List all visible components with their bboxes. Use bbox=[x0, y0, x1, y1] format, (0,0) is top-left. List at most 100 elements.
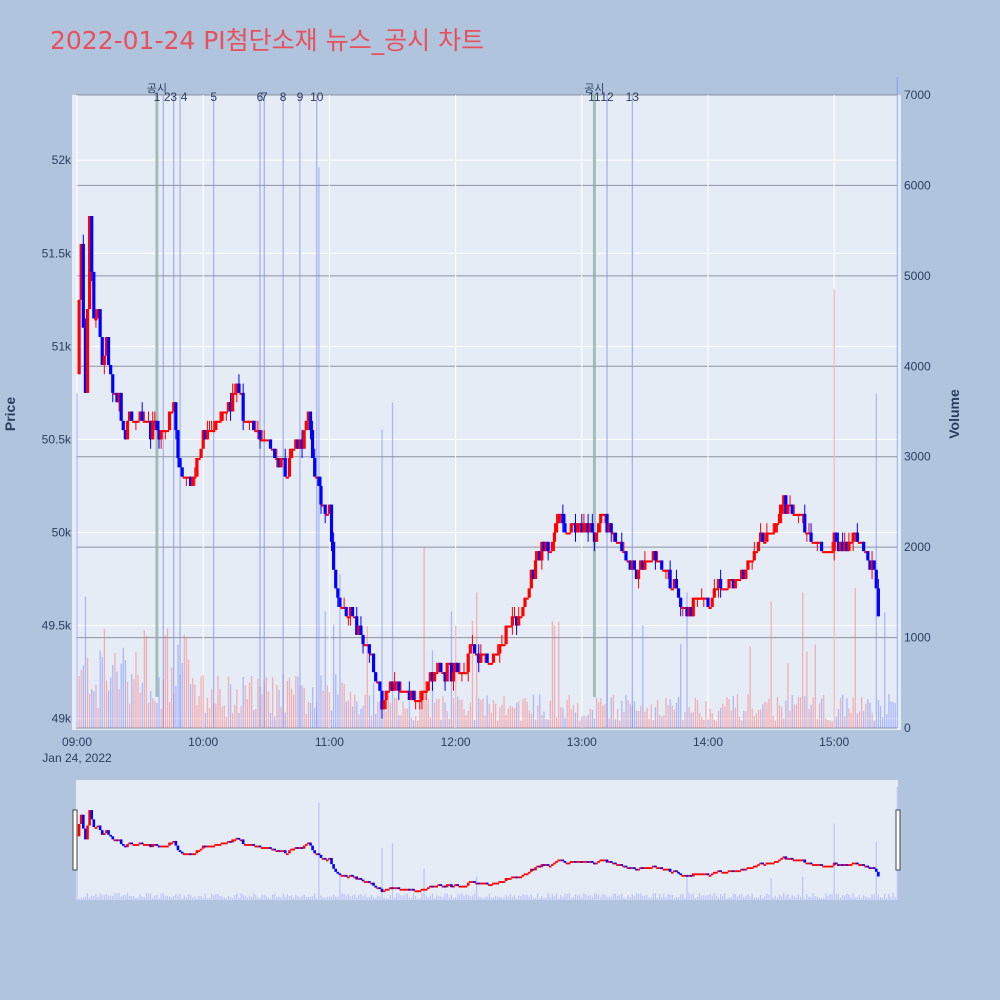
mini-volume-bar bbox=[654, 893, 657, 900]
mini-volume-bar bbox=[95, 893, 97, 900]
candle-body bbox=[174, 402, 178, 431]
mini-volume-bar bbox=[810, 896, 812, 900]
mini-volume-bar bbox=[183, 895, 185, 900]
volume-bar bbox=[720, 707, 722, 728]
volume-bar bbox=[528, 710, 530, 728]
mini-volume-bar bbox=[194, 896, 196, 900]
event-label: 7 bbox=[261, 90, 268, 104]
volume-bar bbox=[669, 699, 671, 728]
volume-bar bbox=[877, 700, 880, 728]
volume-bar bbox=[89, 693, 91, 728]
mini-volume-bar bbox=[238, 897, 240, 900]
mini-volume-bar bbox=[234, 895, 236, 900]
volume-bar bbox=[490, 712, 493, 728]
mini-candle bbox=[204, 845, 207, 848]
volume-bar bbox=[743, 710, 745, 728]
volume-bar bbox=[513, 708, 516, 728]
mini-candle bbox=[685, 874, 689, 877]
candle-body bbox=[512, 616, 517, 619]
mini-candle bbox=[307, 842, 310, 845]
volume-bar bbox=[429, 717, 432, 728]
candle-body bbox=[283, 458, 287, 477]
candle-body bbox=[767, 532, 771, 535]
mini-candle bbox=[140, 842, 144, 845]
candle-body bbox=[462, 672, 466, 675]
mini-candle bbox=[738, 870, 741, 873]
candle-body bbox=[273, 448, 277, 459]
volume-bar bbox=[810, 704, 812, 728]
mini-candle bbox=[485, 882, 489, 885]
mini-volume-bar bbox=[707, 895, 709, 900]
volume-bar bbox=[232, 713, 234, 728]
mini-candle bbox=[441, 885, 445, 888]
mini-candle bbox=[433, 885, 436, 888]
volume-bar bbox=[644, 711, 646, 728]
mini-candle bbox=[164, 845, 167, 848]
mini-volume-bar bbox=[488, 893, 490, 900]
mini-candle bbox=[734, 870, 737, 873]
candle-body bbox=[468, 644, 472, 654]
y-axis-title: Price bbox=[2, 397, 18, 431]
volume-bar bbox=[95, 684, 97, 728]
volume-bar bbox=[675, 702, 678, 728]
range-slider-right-handle[interactable] bbox=[895, 809, 901, 871]
volume-bar bbox=[465, 714, 467, 728]
mini-volume-bar bbox=[604, 894, 606, 900]
volume-bar bbox=[863, 710, 865, 728]
mini-candle bbox=[601, 859, 605, 862]
volume-bar bbox=[177, 644, 179, 728]
candle-body bbox=[241, 392, 245, 421]
candle-body bbox=[287, 458, 292, 477]
mini-candle bbox=[365, 881, 369, 883]
candle-body bbox=[578, 523, 582, 526]
volume-bar bbox=[303, 687, 305, 728]
candle-body bbox=[304, 420, 308, 431]
candle-body bbox=[506, 625, 510, 628]
candle-body bbox=[725, 588, 729, 591]
volume-bar bbox=[225, 716, 228, 728]
candle-body bbox=[306, 411, 310, 421]
mini-volume-bar bbox=[709, 893, 711, 900]
mini-candle bbox=[130, 842, 133, 845]
mini-candle bbox=[395, 887, 399, 890]
y2-tick-label: 0 bbox=[904, 721, 911, 735]
candle-body bbox=[830, 551, 834, 554]
volume-bar bbox=[198, 696, 200, 728]
candle-body bbox=[504, 625, 508, 645]
volume-bar bbox=[886, 714, 888, 728]
mini-candle bbox=[677, 871, 680, 874]
candle-body bbox=[519, 616, 523, 619]
volume-bar bbox=[764, 701, 766, 728]
event-label: 6 bbox=[257, 90, 264, 104]
mini-volume-bar bbox=[318, 802, 320, 900]
volume-bar bbox=[635, 710, 638, 728]
mini-volume-bar bbox=[766, 893, 768, 900]
mini-volume-bar bbox=[524, 895, 526, 900]
mini-volume-bar bbox=[461, 893, 463, 900]
mini-volume-bar bbox=[507, 896, 509, 900]
mini-candle bbox=[511, 876, 514, 879]
candle-body bbox=[155, 420, 159, 431]
mini-candle bbox=[679, 873, 682, 876]
mini-volume-bar bbox=[112, 895, 114, 900]
mini-volume-bar bbox=[181, 898, 183, 900]
candle-body bbox=[85, 309, 90, 393]
candle-body bbox=[451, 672, 456, 682]
range-slider-left-handle[interactable] bbox=[72, 809, 78, 871]
candle-body bbox=[193, 476, 197, 479]
mini-volume-bar bbox=[787, 894, 789, 900]
range-slider[interactable] bbox=[72, 780, 901, 900]
candle-body bbox=[599, 513, 603, 524]
mini-candle bbox=[622, 865, 626, 868]
candle-body bbox=[207, 430, 212, 433]
candle-body bbox=[693, 597, 697, 600]
volume-bar bbox=[709, 708, 711, 728]
mini-candle bbox=[702, 873, 706, 876]
mini-volume-bar bbox=[173, 895, 175, 900]
candle-body bbox=[466, 653, 470, 673]
candle-body bbox=[525, 597, 529, 600]
mini-candle bbox=[645, 867, 649, 870]
mini-candle bbox=[635, 868, 638, 871]
volume-bar bbox=[389, 702, 392, 728]
volume-bar bbox=[112, 664, 114, 728]
